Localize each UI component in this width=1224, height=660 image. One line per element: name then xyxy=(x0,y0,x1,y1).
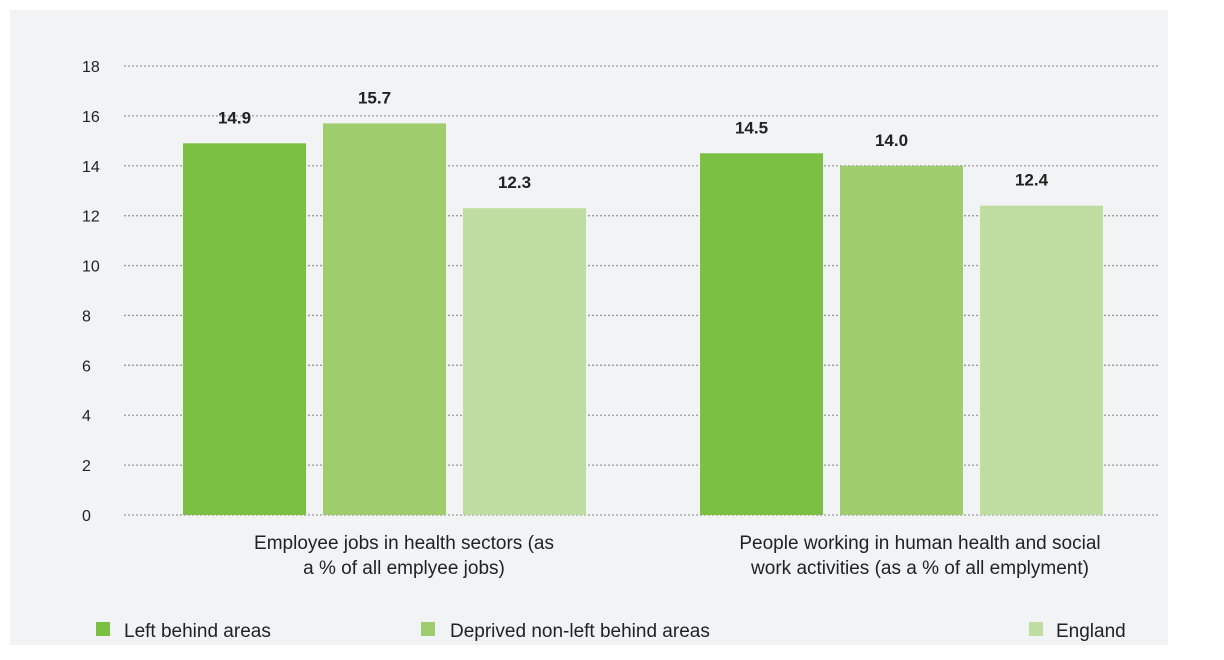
bar-chart: 0 2 4 6 8 10 12 14 16 18 14.9 14.5 15.7 14.0 12.3 12.4 E… xyxy=(82,59,1158,642)
data-label: 12.3 xyxy=(498,173,531,192)
data-label: 14.9 xyxy=(218,108,251,127)
legend-label: Deprived non-left behind areas xyxy=(450,621,710,642)
y-tick-label: 2 xyxy=(82,458,91,475)
y-tick-label: 14 xyxy=(82,159,100,176)
data-label: 14.5 xyxy=(735,118,768,137)
category-label: a % of all emplyee jobs) xyxy=(303,558,505,579)
category-label: work activities (as a % of all emplyment… xyxy=(750,558,1089,579)
legend-label: Left behind areas xyxy=(124,621,271,642)
y-tick-label: 12 xyxy=(82,209,100,226)
bar xyxy=(323,123,446,515)
category-label: People working in human health and socia… xyxy=(739,533,1100,554)
category-label: Employee jobs in health sectors (as xyxy=(254,533,554,554)
y-tick-label: 0 xyxy=(82,508,91,525)
chart-panel: 0 2 4 6 8 10 12 14 16 18 14.9 14.5 15.7 14.0 12.3 12.4 E… xyxy=(10,10,1168,645)
legend-label: England xyxy=(1056,621,1126,642)
bar xyxy=(700,153,823,516)
bar xyxy=(840,165,963,515)
y-tick-label: 10 xyxy=(82,259,100,276)
data-label: 15.7 xyxy=(358,88,391,107)
legend-swatch xyxy=(96,622,110,636)
legend-swatch xyxy=(421,622,435,636)
bar xyxy=(980,205,1103,515)
data-label: 12.4 xyxy=(1015,171,1049,190)
bar xyxy=(463,208,586,515)
y-tick-label: 18 xyxy=(82,59,100,76)
bar xyxy=(183,143,306,516)
y-tick-label: 16 xyxy=(82,109,100,126)
legend-swatch xyxy=(1029,622,1043,636)
y-tick-label: 8 xyxy=(82,308,91,325)
y-tick-label: 4 xyxy=(82,408,91,425)
data-label: 14.0 xyxy=(875,131,908,150)
y-tick-label: 6 xyxy=(82,358,91,375)
